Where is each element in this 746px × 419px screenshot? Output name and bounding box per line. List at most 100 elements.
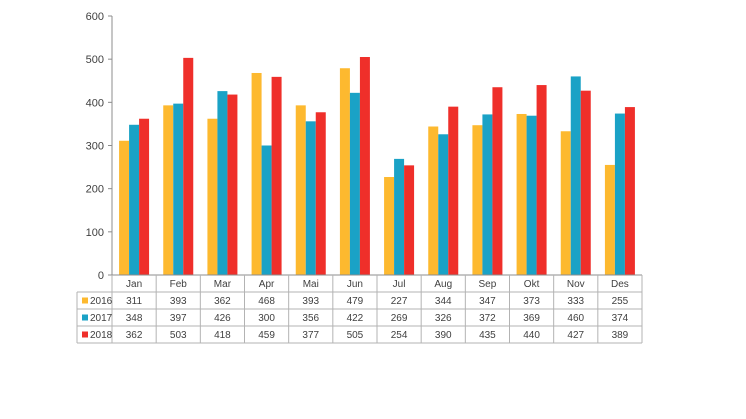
data-label-2017-des: 374 (612, 313, 629, 324)
data-label-2017-feb: 397 (170, 313, 187, 324)
bar-2018-aug (448, 106, 459, 276)
data-label-2016-aug: 344 (435, 296, 452, 307)
bar-2017-sep (482, 114, 493, 275)
bar-2016-aug (428, 126, 439, 275)
data-label-2016-feb: 393 (170, 296, 187, 307)
bar-2016-okt (516, 113, 527, 275)
data-label-2016-jun: 479 (347, 296, 364, 307)
data-table: Jan Feb Mar Apr Mai Jun Jul Aug Sep Okt Nov Des 2016… (76, 274, 643, 344)
y-tick-label: 0 (98, 270, 104, 282)
bar-2018-jan (139, 118, 150, 275)
bar-2017-apr (261, 145, 272, 275)
bar-2017-okt (526, 115, 537, 275)
data-label-2017-jan: 348 (126, 313, 143, 324)
data-label-2017-okt: 369 (523, 313, 540, 324)
y-tick-label: 600 (86, 11, 104, 23)
y-tick-label: 400 (86, 97, 104, 109)
series-name-2016: 2016 (90, 296, 113, 307)
bar-2017-mai (305, 121, 316, 276)
bar-2017-jul (394, 158, 405, 275)
data-label-2016-des: 255 (612, 296, 629, 307)
bar-2018-okt (536, 85, 547, 275)
bar-2017-des (614, 113, 625, 275)
bar-2018-des (624, 107, 635, 275)
bar-2016-nov (560, 131, 571, 275)
data-label-2018-sep: 435 (479, 330, 496, 341)
category-label-okt: Okt (524, 279, 540, 290)
legend-key-2018 (82, 331, 88, 338)
y-tick-label: 200 (86, 184, 104, 196)
bar-2016-sep (472, 125, 483, 275)
bar-2016-feb (163, 105, 174, 275)
data-label-2018-jan: 362 (126, 330, 143, 341)
data-label-2018-mai: 377 (302, 330, 319, 341)
data-label-2018-des: 389 (612, 330, 629, 341)
category-label-jun: Jun (347, 279, 363, 290)
legend-key-2017 (82, 314, 88, 321)
data-label-2016-jul: 227 (391, 296, 408, 307)
data-label-2018-mar: 418 (214, 330, 231, 341)
category-label-mar: Mar (214, 279, 232, 290)
bar-2017-aug (438, 134, 449, 275)
data-label-2016-apr: 468 (258, 296, 275, 307)
data-label-2017-nov: 460 (567, 313, 584, 324)
bar-2016-mai (295, 105, 306, 275)
bar-2017-nov (570, 76, 581, 275)
data-label-2017-jun: 422 (347, 313, 364, 324)
category-label-sep: Sep (479, 279, 497, 290)
category-label-des: Des (611, 279, 629, 290)
category-label-aug: Aug (434, 279, 452, 290)
bar-2017-feb (173, 103, 184, 276)
data-label-2018-okt: 440 (523, 330, 540, 341)
data-label-2017-sep: 372 (479, 313, 496, 324)
data-label-2016-mai: 393 (302, 296, 319, 307)
bar-2018-jun (359, 57, 370, 276)
bar-2017-jun (349, 92, 360, 275)
data-label-2016-jan: 311 (126, 296, 142, 307)
bar-2018-mar (227, 94, 238, 276)
data-label-2017-jul: 269 (391, 313, 408, 324)
data-label-2017-aug: 326 (435, 313, 452, 324)
data-label-2018-jul: 254 (391, 330, 408, 341)
legend-key-2016 (82, 297, 88, 304)
data-label-2017-mar: 426 (214, 313, 231, 324)
y-tick-label: 500 (86, 54, 104, 66)
data-label-2016-okt: 373 (523, 296, 540, 307)
bar-2016-jan (119, 140, 130, 275)
category-label-mai: Mai (303, 279, 319, 290)
category-label-jan: Jan (126, 279, 142, 290)
data-label-2016-sep: 347 (479, 296, 496, 307)
bars (119, 57, 635, 276)
data-label-2018-feb: 503 (170, 330, 187, 341)
bar-2016-des (604, 164, 615, 275)
category-label-apr: Apr (259, 279, 275, 290)
bar-2018-jul (404, 165, 415, 275)
bar-2017-jan (129, 124, 140, 275)
bar-2016-apr (251, 72, 262, 275)
bar-2016-mar (207, 118, 218, 275)
category-label-nov: Nov (567, 279, 585, 290)
bar-2018-nov (580, 90, 591, 275)
bar-2018-apr (271, 76, 282, 276)
data-label-2016-nov: 333 (567, 296, 584, 307)
data-label-2018-apr: 459 (258, 330, 275, 341)
bar-2017-mar (217, 91, 228, 275)
data-label-2018-jun: 505 (347, 330, 364, 341)
data-label-2018-aug: 390 (435, 330, 452, 341)
y-axis: 0 100 200 300 400 500 600 (86, 11, 113, 282)
bar-2018-feb (183, 57, 194, 275)
series-name-2017: 2017 (90, 313, 113, 324)
bar-2016-jul (384, 177, 395, 275)
data-label-2017-apr: 300 (258, 313, 275, 324)
bar-2018-mai (315, 112, 326, 276)
data-label-2016-mar: 362 (214, 296, 231, 307)
category-label-feb: Feb (170, 279, 188, 290)
series-name-2018: 2018 (90, 330, 113, 341)
y-tick-label: 100 (86, 227, 104, 239)
category-label-jul: Jul (393, 279, 406, 290)
bar-2018-sep (492, 87, 503, 275)
data-label-2018-nov: 427 (567, 330, 584, 341)
bar-2016-jun (339, 68, 350, 276)
y-tick-label: 300 (86, 141, 104, 153)
